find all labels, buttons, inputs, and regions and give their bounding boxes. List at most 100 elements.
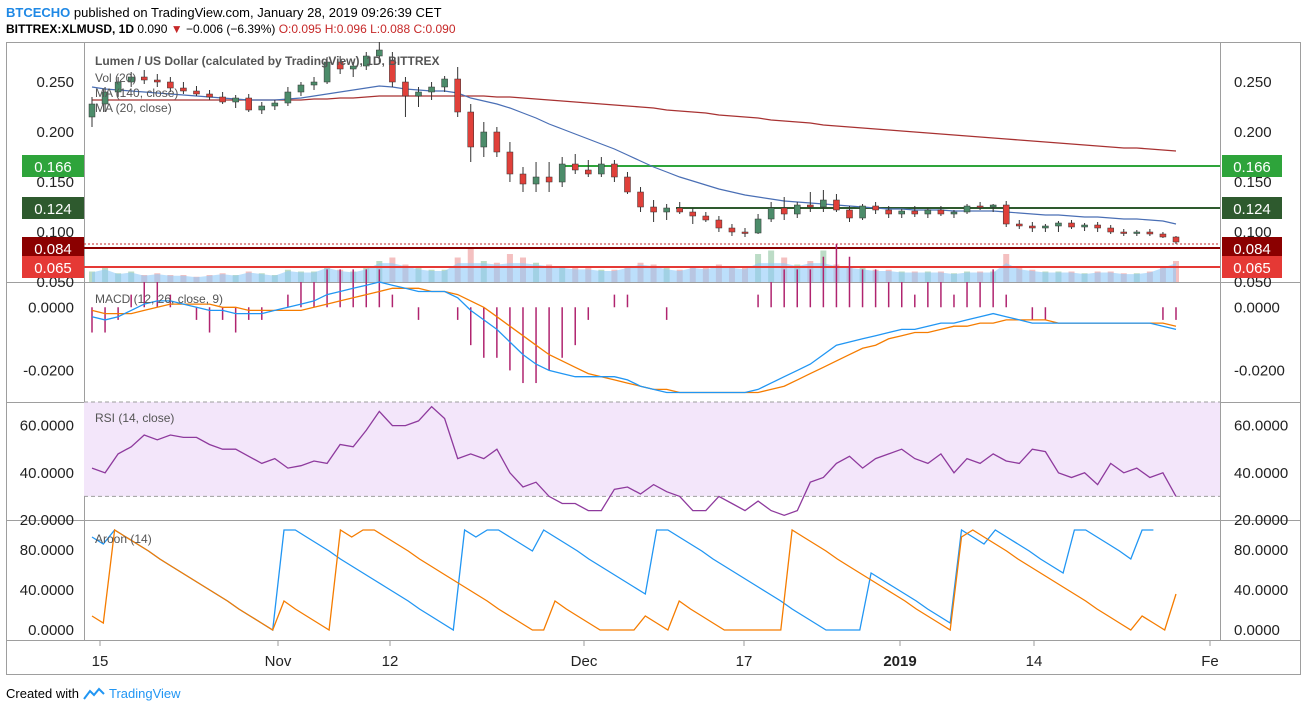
last-price: 0.090	[137, 22, 168, 36]
candle-body	[140, 76, 148, 81]
rsi-tick-label-left: 40.0000	[20, 465, 74, 482]
candle-body	[676, 207, 683, 213]
ohlc-values: O:0.095 H:0.096 L:0.088 C:0.090	[278, 22, 456, 36]
tradingview-brand[interactable]: TradingView	[108, 686, 181, 701]
symbol-line: BITTREX:XLMUSD, 1D 0.090 ▼ −0.006 (−6.39…	[6, 22, 456, 36]
price-tick-label-right: 0.200	[1234, 124, 1272, 141]
candle-body	[271, 102, 279, 107]
tradingview-logo-icon	[83, 687, 105, 700]
price-tick-label-right: 0.100	[1234, 224, 1272, 241]
candle-body	[506, 151, 514, 175]
price-tick-label-right: 0.050	[1234, 274, 1272, 291]
price-legend-item: MA (140, close)	[95, 86, 178, 100]
candle-body	[715, 219, 723, 229]
candle-body	[754, 218, 762, 234]
macd-tick-label-left: 0.0000	[28, 299, 74, 316]
candle-body	[637, 191, 644, 208]
candle-body	[545, 176, 553, 183]
candle-body	[898, 210, 905, 215]
candle-body	[846, 209, 853, 219]
price-tick-label-left: 0.200	[36, 124, 74, 141]
price-title: Lumen / US Dollar (calculated by Trading…	[95, 54, 440, 68]
candle-body	[1042, 225, 1049, 229]
rsi-tick-label-left: 60.0000	[20, 418, 74, 435]
candle-body	[284, 91, 292, 104]
aroon-tick-label-right: 80.0000	[1234, 542, 1288, 559]
candle-body	[219, 96, 226, 103]
candle-body	[349, 65, 357, 70]
down-arrow-icon: ▼	[170, 22, 183, 36]
candle-body	[585, 169, 592, 175]
price-level-label-left: 0.124	[34, 201, 72, 218]
aroon-tick-label-right: 0.0000	[1234, 622, 1280, 639]
candle-body	[833, 199, 840, 211]
price-level-badge-right	[1222, 256, 1282, 278]
candle-body	[820, 199, 827, 208]
candle-body	[428, 86, 435, 93]
candle-body	[1081, 224, 1088, 228]
price-legend-item: Vol (20)	[95, 71, 136, 85]
aroon-tick-label-left: 80.0000	[20, 542, 74, 559]
price-tick-label-left: 0.150	[36, 174, 74, 191]
candle-body	[885, 209, 892, 215]
x-tick-label: Fe	[1201, 653, 1219, 670]
candle-body	[689, 211, 697, 217]
footer: Created with TradingView	[6, 686, 181, 701]
created-with-label: Created with	[6, 686, 79, 701]
candle-body	[1133, 231, 1141, 234]
x-tick-label: Nov	[265, 653, 292, 670]
candle-body	[467, 111, 474, 148]
candle-body	[624, 176, 631, 193]
candle-body	[1120, 231, 1128, 234]
ma20-line	[91, 85, 1177, 225]
candle-body	[950, 211, 958, 215]
candle-body	[206, 93, 213, 98]
macd-tick-label-left: -0.0200	[23, 362, 74, 379]
candle-body	[323, 61, 331, 83]
aroon-up-line	[91, 528, 1177, 632]
candle-body	[88, 103, 96, 118]
candle-body	[258, 105, 266, 111]
aroon-tick-label-left: 0.0000	[28, 622, 74, 639]
price-tick-label-left: 0.050	[36, 274, 74, 291]
x-tick-label: 15	[92, 653, 109, 670]
candle-body	[1146, 231, 1154, 235]
candle-body	[167, 81, 174, 89]
chart-frame	[6, 42, 1301, 675]
candle-body	[598, 163, 605, 175]
x-tick-label: 12	[382, 653, 399, 670]
candle-body	[402, 81, 409, 97]
candle-body	[245, 97, 252, 111]
candle-body	[1055, 222, 1062, 227]
rsi-tick-label-right: 40.0000	[1234, 465, 1288, 482]
price-level-label-left: 0.084	[34, 241, 72, 258]
rsi-tick-label-right: 20.0000	[1234, 512, 1288, 529]
price-level-badge-left	[22, 256, 84, 278]
x-tick-label: 14	[1026, 653, 1043, 670]
aroon-tick-label-left: 40.0000	[20, 582, 74, 599]
candle-body	[1094, 224, 1101, 229]
macd-tick-label-right: -0.0200	[1234, 362, 1285, 379]
candle-body	[114, 81, 122, 93]
candle-body	[1172, 236, 1180, 243]
candle-body	[741, 231, 749, 234]
ma140-line	[92, 95, 1177, 152]
publish-line: BTCECHO published on TradingView.com, Ja…	[6, 5, 442, 20]
rsi-title: RSI (14, close)	[95, 411, 174, 425]
candle-body	[480, 131, 488, 148]
candle-body	[976, 205, 984, 208]
candle-body	[859, 205, 866, 219]
candle-body	[127, 76, 135, 83]
price-legend-item: MA (20, close)	[95, 101, 172, 115]
aroon-title: Aroon (14)	[95, 532, 152, 546]
candle-body	[101, 91, 109, 105]
candle-body	[872, 205, 879, 211]
price-level-badge-left	[22, 197, 84, 219]
candle-body	[232, 97, 239, 103]
price-tick-label-left: 0.250	[36, 74, 74, 91]
publisher-name[interactable]: BTCECHO	[6, 5, 71, 20]
price-level-label-right: 0.124	[1233, 201, 1271, 218]
aroon-down-line	[91, 528, 1154, 632]
price-level-label-right: 0.166	[1233, 159, 1271, 176]
